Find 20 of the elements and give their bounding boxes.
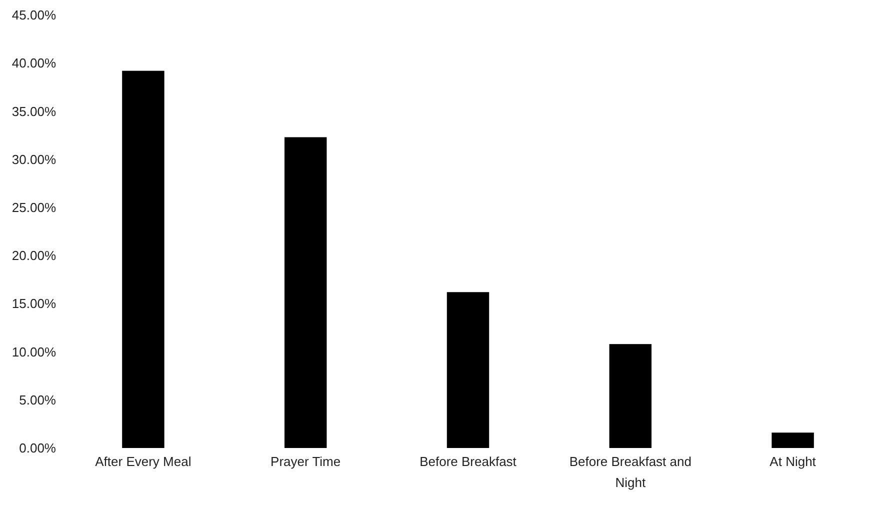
bar (446, 292, 490, 448)
bar (609, 344, 652, 448)
x-tick-label: After Every Meal (95, 454, 192, 469)
x-tick-label: Before Breakfast (420, 454, 517, 469)
x-tick-label: Prayer Time (270, 454, 341, 469)
y-tick-label: 45.00% (12, 8, 56, 23)
y-tick-label: 5.00% (19, 392, 56, 408)
bar (122, 70, 164, 448)
y-tick-label: 20.00% (12, 248, 56, 264)
y-tick-label: 35.00% (12, 104, 56, 119)
y-tick-label: 30.00% (12, 152, 56, 167)
y-tick-label: 25.00% (12, 200, 56, 215)
y-tick-label: 40.00% (12, 56, 56, 71)
bar (772, 432, 814, 448)
y-tick-label: 10.00% (12, 344, 56, 360)
bar (284, 137, 327, 448)
y-tick-label: 0.00% (19, 440, 56, 456)
x-tick-label: At Night (770, 454, 816, 469)
y-tick-label: 15.00% (12, 296, 56, 312)
x-tick-label: Before Breakfast and Night (569, 454, 692, 490)
